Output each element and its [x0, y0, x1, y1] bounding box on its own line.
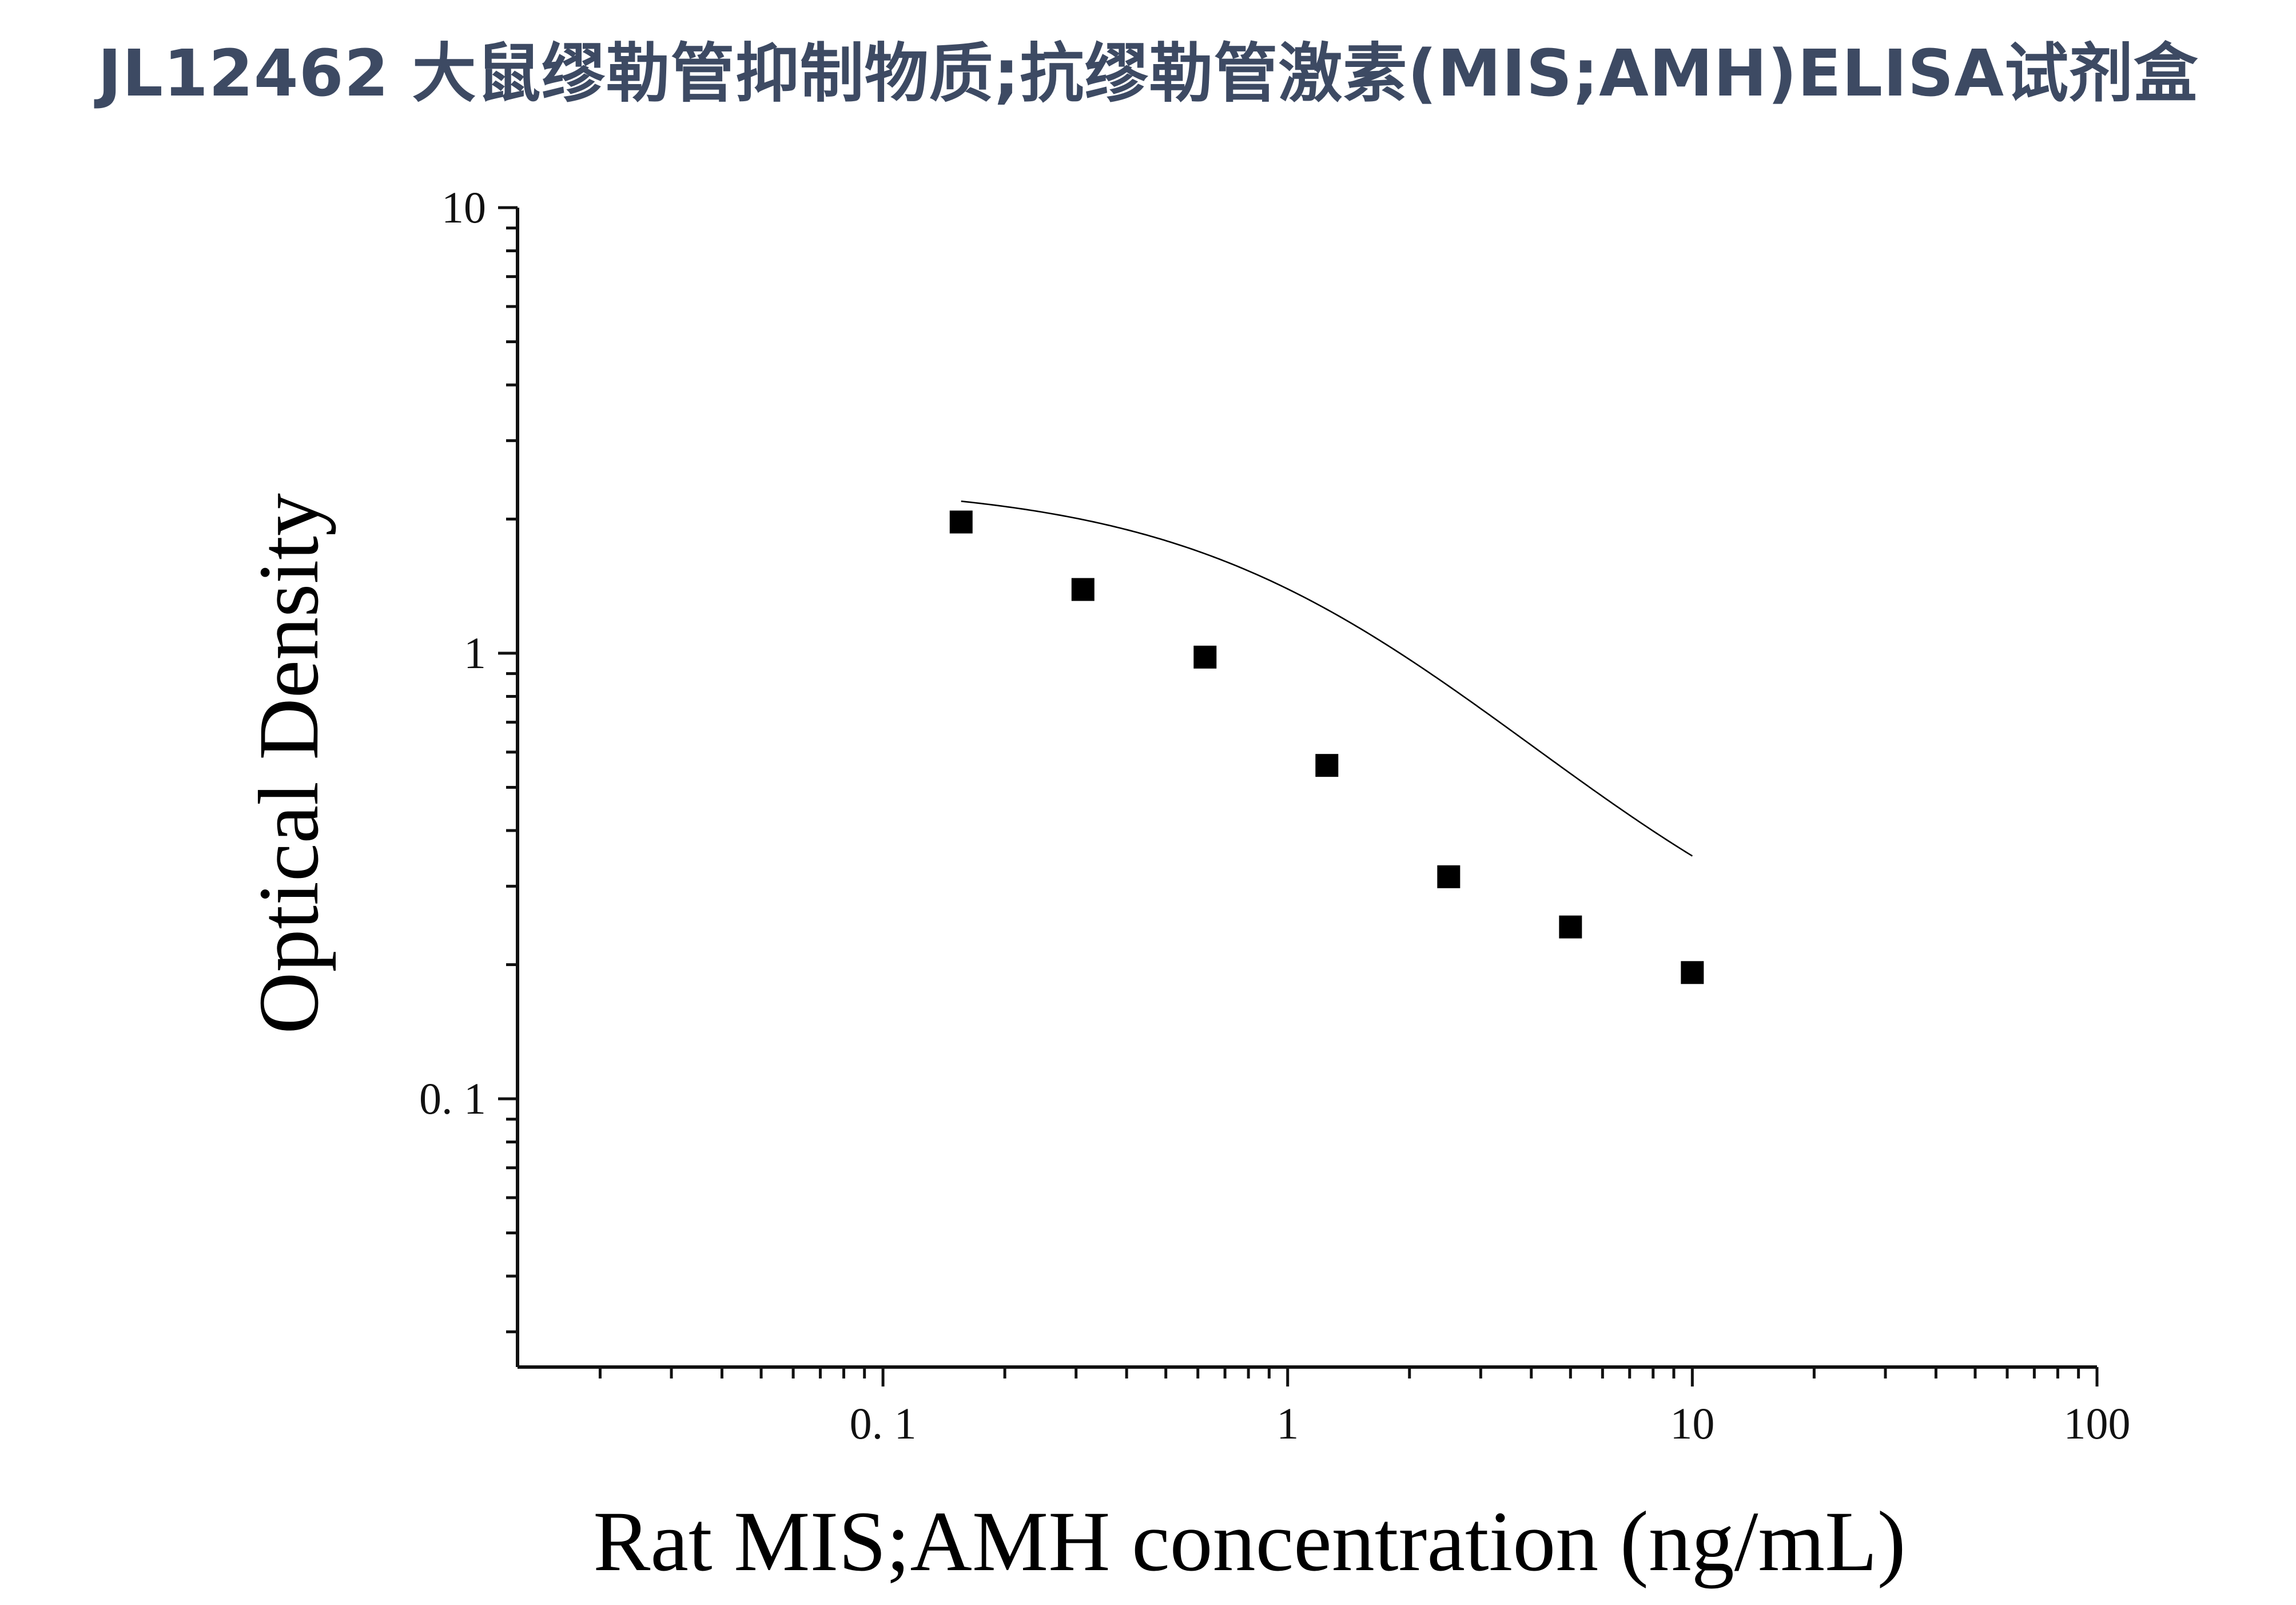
x-axis-title: Rat MIS;AMH concentration (ng/mL)	[593, 1494, 1905, 1589]
x-axis: 0. 1 1 10 100	[518, 1365, 2131, 1448]
data-point	[1437, 865, 1461, 888]
data-point	[1193, 645, 1217, 669]
page-title: JL12462 大鼠缪勒管抑制物质;抗缪勒管激素(MIS;AMH)ELISA试剂…	[97, 37, 2199, 111]
data-point	[949, 510, 973, 534]
data-points-layer	[949, 510, 1704, 984]
x-tick-label: 1	[1276, 1399, 1299, 1448]
x-tick-label: 0. 1	[850, 1399, 917, 1448]
y-axis: 0. 1 1 10	[419, 182, 519, 1367]
data-point	[1071, 578, 1095, 601]
data-point	[1315, 754, 1339, 777]
y-axis-title: Optical Density	[241, 493, 336, 1034]
fit-curve-layer	[961, 500, 1693, 857]
y-tick-label: 1	[464, 628, 486, 678]
y-tick-label: 10	[441, 182, 486, 232]
data-point	[1559, 915, 1582, 939]
x-tick-label: 10	[1670, 1399, 1714, 1448]
data-point	[1681, 961, 1704, 984]
y-tick-label: 0. 1	[419, 1074, 486, 1123]
x-tick-label: 100	[2064, 1399, 2131, 1448]
fit-curve	[961, 500, 1693, 857]
